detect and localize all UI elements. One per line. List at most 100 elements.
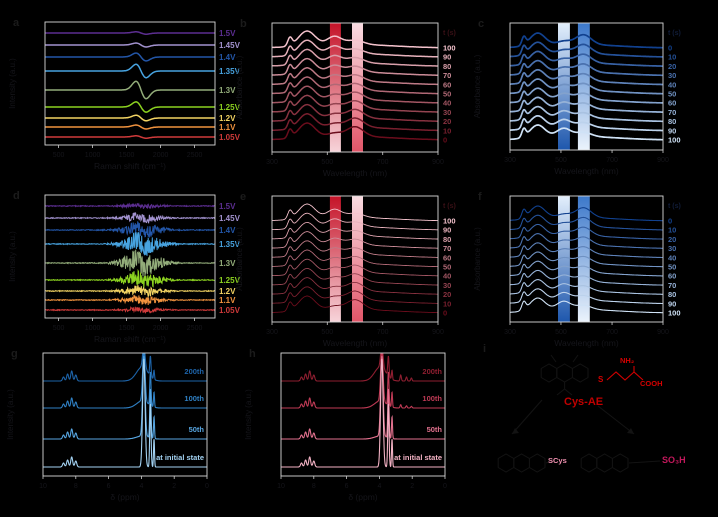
panel-letter: h — [249, 348, 256, 360]
time-label: 40 — [443, 272, 451, 281]
trace — [272, 94, 438, 113]
scheme-cooh-label: COOH — [640, 379, 663, 388]
time-label: 70 — [668, 281, 676, 290]
time-label: 20 — [443, 117, 451, 126]
time-label: 0 — [443, 309, 447, 318]
time-label: 80 — [443, 62, 451, 71]
trace — [510, 260, 663, 277]
scheme-line — [628, 460, 661, 464]
trace — [510, 297, 663, 314]
trace — [45, 31, 215, 35]
scheme-line — [556, 388, 565, 396]
scheme-line — [550, 354, 557, 363]
highlight-bar — [577, 196, 590, 322]
time-label: 10 — [668, 53, 676, 62]
time-label: 0 — [668, 44, 672, 53]
time-label: 0 — [443, 136, 447, 145]
time-label: 20 — [668, 235, 676, 244]
time-label: 100 — [443, 217, 456, 226]
trace — [45, 124, 215, 130]
trace — [510, 233, 663, 249]
highlight-bar — [329, 23, 341, 152]
x-axis-label: δ (ppm) — [110, 492, 139, 502]
trace — [281, 353, 445, 382]
scheme-line — [597, 405, 635, 435]
panel-d: 1.5V 1.45V 1.4V 1.35V 1.3V 1.25V 1.2V1.1V1.05V… — [8, 190, 241, 344]
trace — [272, 231, 438, 249]
tick-label: 700 — [377, 329, 389, 336]
tick-label: 8 — [74, 483, 78, 490]
trace — [45, 285, 215, 299]
molecule-ring — [556, 363, 573, 383]
axis-box — [44, 21, 216, 146]
voltage-label: 1.35V — [219, 240, 241, 249]
tick-label: 500 — [555, 157, 567, 164]
molecule-ring — [611, 453, 629, 473]
y-axis-label: Absorbance (a.u.) — [473, 227, 482, 291]
tick-label: 900 — [432, 159, 444, 166]
time-label: 90 — [668, 126, 676, 135]
trace — [510, 214, 663, 231]
trace — [45, 114, 215, 122]
trace — [281, 358, 445, 468]
trace — [272, 67, 438, 86]
molecule-ring — [540, 363, 558, 383]
tick-label: 500 — [321, 329, 333, 336]
time-axis-header: t (s) — [668, 30, 681, 37]
scheme-cys-ae-label: Cys-AE — [564, 396, 604, 408]
time-axis-header: t (s) — [443, 203, 456, 210]
scheme-nh2-label: NH₂ — [620, 356, 635, 365]
trace — [281, 356, 445, 440]
tick-label: 300 — [504, 329, 516, 336]
trace — [43, 353, 207, 382]
axis-box — [271, 22, 439, 153]
x-axis-label: Wavelength (nm) — [554, 338, 619, 348]
voltage-label: 1.1V — [219, 123, 236, 132]
time-label: 40 — [668, 80, 676, 89]
time-label: 30 — [443, 108, 451, 117]
tick-label: 6 — [107, 483, 111, 490]
trace — [45, 202, 215, 210]
trace — [45, 294, 215, 306]
time-label: 70 — [668, 108, 676, 117]
trace — [272, 57, 438, 76]
trace — [510, 124, 663, 141]
trace — [45, 232, 215, 256]
y-axis-label: Absorbance (a.u.) — [473, 54, 482, 118]
trace — [45, 52, 215, 62]
trace — [272, 103, 438, 122]
trace — [45, 220, 215, 238]
trace — [45, 101, 215, 113]
trace — [272, 212, 438, 231]
highlight-bar — [329, 196, 341, 322]
tick-label: 4 — [377, 483, 381, 490]
time-label: 10 — [443, 299, 451, 308]
tick-label: 10 — [39, 483, 47, 490]
time-label: 70 — [443, 71, 451, 80]
trace — [272, 258, 438, 277]
panel-letter: a — [13, 17, 20, 29]
tick-label: 500 — [555, 329, 567, 336]
trace — [510, 59, 663, 77]
voltage-label: 1.05V — [219, 306, 241, 315]
tick-label: 6 — [345, 483, 349, 490]
trace — [510, 50, 663, 67]
time-label: 60 — [668, 99, 676, 108]
trace — [272, 277, 438, 295]
voltage-label: 1.4V — [219, 226, 236, 235]
trace — [45, 42, 215, 48]
time-axis-header: t (s) — [668, 203, 681, 210]
time-label: 40 — [443, 99, 451, 108]
trace — [510, 279, 663, 295]
trace — [43, 358, 207, 468]
scheme-line — [572, 354, 579, 363]
trace — [272, 76, 438, 95]
y-axis-label: Absorbance (a.u.) — [235, 55, 244, 119]
trace — [272, 221, 438, 240]
time-label: 80 — [443, 235, 451, 244]
molecule-ring — [513, 453, 530, 473]
y-axis-label: Absorbance (a.u.) — [235, 227, 244, 291]
